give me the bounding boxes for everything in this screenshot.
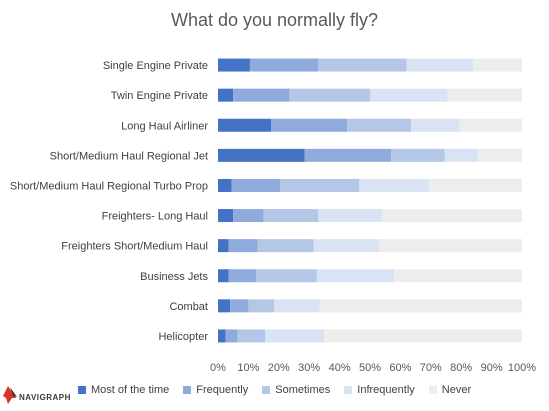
bar-segment [233,88,290,102]
category-label: Short/Medium Haul Regional Turbo Prop [10,180,208,192]
bar-segment [429,178,522,192]
bar-segment [477,148,522,162]
bar-segment [218,209,234,223]
legend-label: Sometimes [275,384,331,396]
bar-segment [394,269,522,283]
stacked-bar-chart: Single Engine Private Twin Engine Private… [10,58,536,374]
x-tick-label: 60% [389,362,411,374]
category-label: Freighters Short/Medium Haul [61,241,208,253]
legend-swatch [78,386,86,394]
bar-segment [289,88,370,102]
category-label: Twin Engine Private [111,90,208,102]
x-tick-label: 0% [210,362,226,374]
bar-segment [313,239,380,253]
bar-segment [319,299,522,313]
x-tick-label: 70% [420,362,442,374]
bar-segment [447,88,522,102]
legend-swatch [262,386,271,394]
legend-label: Frequently [196,384,249,396]
bar-segment [231,178,281,192]
legend-swatch [428,386,437,394]
bar-segment [274,299,320,313]
bar-segment [218,58,250,72]
legend-item: Infrequently [344,384,415,396]
bar-segment [230,299,249,313]
bar-segment [318,209,383,223]
chart-title: What do you normally fly? [170,10,379,30]
x-tick-label: 90% [481,362,503,374]
bar-segment [324,329,522,343]
category-label: Helicopter [158,331,208,343]
legend-item: Sometimes [262,384,330,396]
bar-segment [370,88,448,102]
navigraph-logo-icon [3,386,17,404]
category-label: Freighters- Long Haul [102,211,208,223]
x-tick-label: 30% [298,362,320,374]
bar-segment [265,329,325,343]
category-label: Short/Medium Haul Regional Jet [50,150,208,162]
bar-segment [473,58,522,72]
bar-segment [228,239,258,253]
x-tick-label: 80% [450,362,472,374]
bar-segment [218,239,229,253]
bar-segment [406,58,474,72]
bar-segment [263,209,319,223]
bar-segment [218,88,234,102]
bar-segment [218,329,226,343]
bar-segment [233,209,264,223]
logo-text: NAVIGRAPH [19,393,71,402]
bar-segment [271,118,348,132]
bar-segment [304,148,392,162]
category-label: Long Haul Airliner [121,120,208,132]
bar-segment [218,269,229,283]
bar-segment [382,209,522,223]
category-label: Single Engine Private [103,60,208,72]
x-tick-label: 40% [329,362,351,374]
bar-segment [459,118,522,132]
bar-segment [379,239,522,253]
bar-segment [411,118,460,132]
bar-segment [359,178,430,192]
legend-label: Never [441,384,472,396]
bar-segment [347,118,412,132]
bar-segment [218,178,232,192]
bar-segment [257,239,314,253]
legend-label: Most of the time [91,384,170,396]
chart-legend: Most of the time Frequently Sometimes Infre… [78,384,538,396]
legend-item: Most of the time [78,384,169,396]
legend-swatch [183,386,192,394]
bar-segment [318,58,407,72]
bar-segment [225,329,238,343]
x-tick-label: 20% [268,362,290,374]
x-tick-label: 50% [359,362,381,374]
bar-segment [237,329,266,343]
bar-segment [218,118,272,132]
bar-segment [228,269,256,283]
bar-segment [218,299,231,313]
bar-segment [248,299,275,313]
legend-swatch [344,386,353,394]
x-tick-label: 100% [508,362,536,374]
bar-segment [249,58,319,72]
category-label: Combat [169,301,208,313]
bar-segment [444,148,478,162]
bar-segment [316,269,395,283]
bar-segment [218,148,305,162]
category-label: Business Jets [140,271,208,283]
bar-segment [280,178,360,192]
legend-item: Frequently [183,384,248,396]
x-tick-label: 10% [237,362,259,374]
legend-item: Never [428,384,472,396]
bar-segment [256,269,317,283]
legend-label: Infrequently [357,384,415,396]
bar-segment [391,148,445,162]
